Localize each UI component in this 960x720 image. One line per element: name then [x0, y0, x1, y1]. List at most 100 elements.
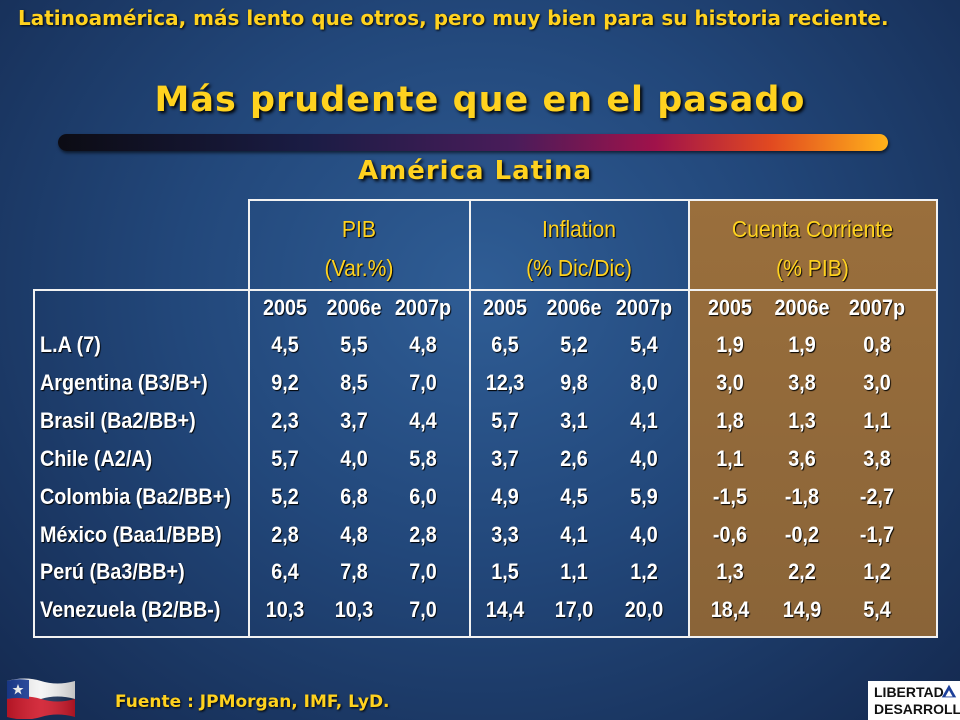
table-cell: 5,5: [340, 332, 368, 357]
libertad-y-desarrollo-logo: LIBERTAD DESARROLLO: [868, 681, 960, 720]
table-cell: 1,9: [716, 332, 744, 357]
chile-flag-icon: [7, 678, 75, 719]
table-cell: 3,8: [863, 445, 891, 471]
logo-line-1: LIBERTAD: [874, 684, 944, 700]
table-cell: 1,8: [716, 407, 744, 433]
table-cell: 1,1: [716, 445, 744, 471]
table-cell: 5,4: [630, 332, 658, 357]
year-header-cell: 2007p: [848, 295, 906, 320]
table-cell: 12,3: [485, 369, 525, 395]
table-cell: 7,0: [409, 597, 437, 623]
table-cell: 0,8: [863, 332, 891, 357]
table-border-left: [33, 289, 35, 638]
table-cell: 3,1: [560, 407, 588, 433]
row-label: Chile (A2/A): [40, 445, 153, 471]
table-cell: 7,8: [340, 559, 368, 585]
table-cell: 14,9: [782, 597, 822, 623]
slide-title: Más prudente que en el pasado: [154, 80, 806, 120]
table-border-inflation-left: [469, 199, 471, 638]
group-unit: (Var.%): [324, 255, 394, 281]
table-header-separator: [33, 289, 938, 291]
table-cell: 3,0: [863, 369, 891, 395]
year-header-cell: 2005: [262, 295, 308, 320]
row-label: Brasil (Ba2/BB+): [40, 407, 196, 433]
logo-mark-icon: [941, 684, 957, 698]
table-cell: 4,9: [491, 483, 519, 509]
table-cell: 4,5: [560, 483, 588, 509]
year-header-cell: 2007p: [615, 295, 673, 320]
table-cell: 17,0: [554, 597, 594, 623]
year-header-cell: 2007p: [394, 295, 452, 320]
group-title: Cuenta Corriente: [731, 216, 894, 242]
table-cell: 5,4: [863, 597, 891, 623]
year-header-cell: 2006e: [326, 295, 382, 320]
table-cell: 5,2: [560, 332, 588, 357]
year-header-cell: 2006e: [546, 295, 602, 320]
table-cell: 1,5: [491, 559, 519, 585]
table-cell: 2,2: [788, 559, 816, 585]
row-label: México (Baa1/BBB): [40, 521, 222, 547]
table-cell: 14,4: [485, 597, 525, 623]
table-subtitle: América Latina: [358, 156, 593, 186]
row-label: Venezuela (B2/BB-): [40, 597, 221, 623]
table-border-pib-left: [248, 199, 250, 638]
table-cell: -0,6: [712, 521, 748, 547]
table-cell: 3,7: [491, 445, 519, 471]
table-border-cc-left: [688, 199, 690, 638]
top-text: Latinoamérica, más lento que otros, pero…: [18, 6, 889, 30]
table-cell: 6,8: [340, 483, 368, 509]
table-cell: 6,0: [409, 483, 437, 509]
table-cell: 10,3: [265, 597, 305, 623]
table-cell: -0,2: [784, 521, 820, 547]
table-cell: 10,3: [334, 597, 374, 623]
table-cell: 5,2: [271, 483, 299, 509]
table-cell: -1,8: [784, 483, 820, 509]
table-cell: 5,7: [491, 407, 519, 433]
table-cell: 4,8: [409, 332, 437, 357]
group-unit: (% PIB): [776, 255, 849, 281]
table-cell: 8,5: [340, 369, 368, 395]
group-title: Inflation: [541, 216, 617, 242]
year-header-cell: 2005: [707, 295, 753, 320]
table-cell: 20,0: [624, 597, 664, 623]
table-border-bottom: [33, 636, 938, 638]
table-cell: 5,8: [409, 445, 437, 471]
table-cell: 18,4: [710, 597, 750, 623]
year-header-cell: 2006e: [774, 295, 830, 320]
table-cell: 9,2: [271, 369, 299, 395]
table-cell: 4,0: [630, 521, 658, 547]
title-divider: [58, 134, 888, 151]
table-cell: 3,8: [788, 369, 816, 395]
row-label: L.A (7): [40, 332, 101, 357]
table-cell: 6,5: [491, 332, 519, 357]
table-cell: 1,1: [863, 407, 891, 433]
table-cell: 6,4: [271, 559, 299, 585]
table-cell: -2,7: [859, 483, 895, 509]
table-cell: 4,1: [560, 521, 588, 547]
year-header-cell: 2005: [482, 295, 528, 320]
table-cell: 4,8: [340, 521, 368, 547]
source-note: Fuente : JPMorgan, IMF, LyD.: [115, 692, 390, 712]
current-account-panel: [689, 199, 937, 638]
table-cell: 2,6: [560, 445, 588, 471]
table-cell: 4,4: [409, 407, 437, 433]
group-unit: (% Dic/Dic): [526, 255, 632, 281]
table-cell: -1,7: [859, 521, 895, 547]
table-cell: 7,0: [409, 559, 437, 585]
table-cell: 5,9: [630, 483, 658, 509]
table-cell: 3,0: [716, 369, 744, 395]
table-cell: 1,2: [863, 559, 891, 585]
table-cell: 7,0: [409, 369, 437, 395]
table-cell: 1,2: [630, 559, 658, 585]
logo-line-2: DESARROLLO: [874, 701, 960, 717]
table-cell: 4,1: [630, 407, 658, 433]
group-title: PIB: [341, 216, 377, 242]
table-cell: 2,3: [271, 407, 299, 433]
table-cell: 1,1: [560, 559, 588, 585]
row-label: Perú (Ba3/BB+): [40, 559, 185, 585]
table-border-right: [936, 199, 938, 638]
table-cell: 3,6: [788, 445, 816, 471]
table-cell: 3,7: [340, 407, 368, 433]
table-cell: 3,3: [491, 521, 519, 547]
row-label: Colombia (Ba2/BB+): [40, 483, 231, 509]
